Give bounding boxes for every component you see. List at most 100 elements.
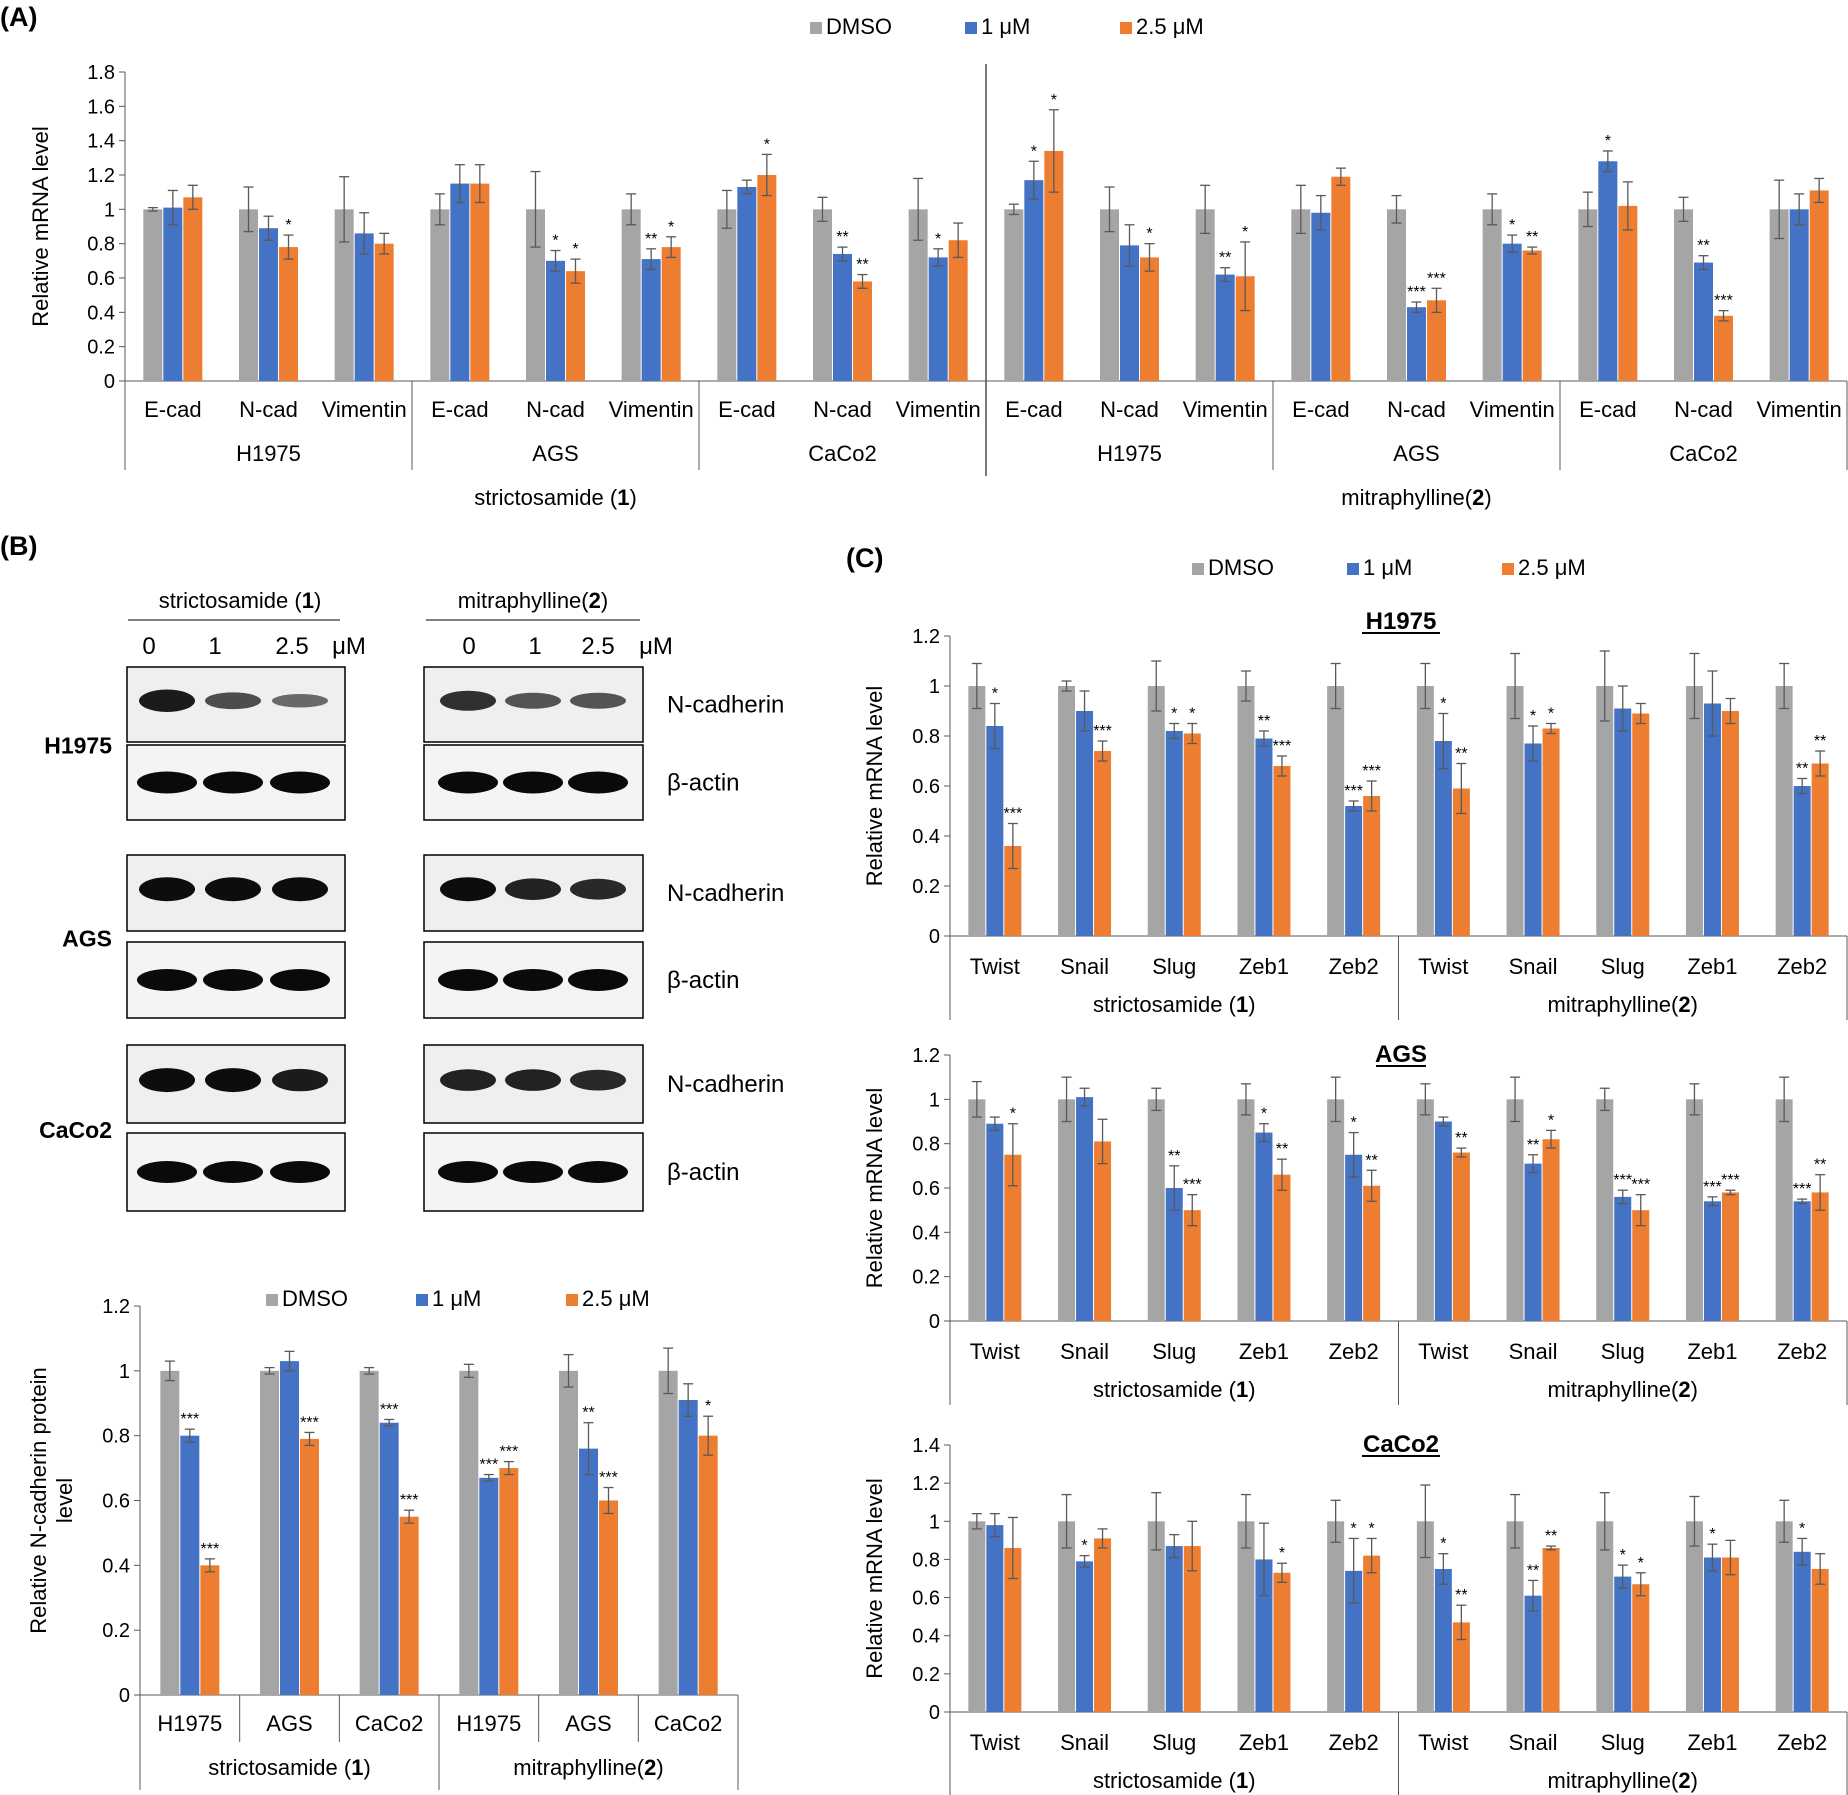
chart-A-gene-label: N-cad bbox=[1100, 397, 1159, 422]
chart-C-AGS-gene-label: Twist bbox=[1418, 1339, 1468, 1364]
chart-C-H1975-ylabel: Relative mRNA level bbox=[862, 686, 887, 887]
chart-C-AGS-significance: ** bbox=[1365, 1152, 1377, 1169]
chart-A-significance: ** bbox=[1526, 229, 1538, 246]
chart-A-gene-label: Vimentin bbox=[322, 397, 407, 422]
chart-C-H1975-gene-label: Snail bbox=[1509, 954, 1558, 979]
chart-C-H1975-ytick-label: 0 bbox=[929, 926, 940, 948]
chart-C-AGS-bar bbox=[1506, 1099, 1524, 1321]
chart-C-AGS-significance: ** bbox=[1276, 1141, 1288, 1158]
chart-A-gene-label: E-cad bbox=[144, 397, 201, 422]
chart-A-bar bbox=[1311, 212, 1331, 381]
chart-A-bar bbox=[1694, 262, 1713, 381]
chart-A-bar bbox=[1578, 209, 1598, 381]
legend-A-label-1: 1 μM bbox=[981, 14, 1030, 39]
chart-A-significance: * bbox=[285, 217, 291, 234]
chart-C-CaCo2-significance: * bbox=[1709, 1526, 1715, 1543]
chart-C-H1975-gene-label: Slug bbox=[1601, 954, 1645, 979]
chart-A-bar bbox=[853, 281, 872, 381]
chart-C-AGS-ytick-label: 0.4 bbox=[912, 1222, 940, 1244]
chart-A-significance: * bbox=[572, 241, 578, 258]
chart-C-CaCo2-gene-label: Snail bbox=[1060, 1730, 1109, 1755]
chart-A-bar bbox=[1618, 205, 1638, 381]
chart-C-H1975-bar bbox=[1058, 686, 1076, 936]
chart-A-bar bbox=[354, 233, 374, 381]
chart-A-significance: * bbox=[1051, 92, 1057, 109]
chart-C-H1975-ytick-label: 1.2 bbox=[912, 626, 940, 648]
blot-band-label: N-cadherin bbox=[667, 880, 784, 907]
chart-A-significance: ** bbox=[1219, 250, 1231, 267]
chart-A-significance: ** bbox=[1697, 238, 1709, 255]
chart-B-ytick-label: 0.2 bbox=[102, 1620, 130, 1642]
chart-A-bar bbox=[279, 247, 298, 381]
chart-A-gene-label: Vimentin bbox=[1757, 397, 1842, 422]
chart-C-CaCo2-significance: * bbox=[1638, 1555, 1644, 1572]
chart-C-H1975-bar bbox=[1703, 703, 1721, 936]
chart-C-CaCo2-bar bbox=[1811, 1568, 1829, 1712]
chart-B-significance: *** bbox=[200, 1541, 219, 1558]
chart-C-CaCo2-bar bbox=[1506, 1521, 1524, 1712]
chart-A-gene-label: N-cad bbox=[1387, 397, 1446, 422]
chart-C-AGS-gene-label: Twist bbox=[970, 1339, 1020, 1364]
blot-band-beta-actin bbox=[503, 771, 563, 794]
chart-B-bar bbox=[200, 1565, 220, 1695]
chart-A-ytick-label: 0.8 bbox=[87, 234, 115, 256]
blot-band-label: N-cadherin bbox=[667, 692, 784, 719]
chart-C-CaCo2-bar bbox=[1703, 1557, 1721, 1712]
chart-B-bar bbox=[658, 1370, 678, 1695]
chart-C-AGS-bar bbox=[1183, 1210, 1201, 1321]
blot-band-n-cadherin bbox=[139, 1068, 195, 1093]
chart-A-significance: * bbox=[1605, 133, 1611, 150]
chart-A-gene-label: Vimentin bbox=[1470, 397, 1555, 422]
chart-A-significance: ** bbox=[836, 229, 848, 246]
chart-A-compound-label: mitraphylline(2) bbox=[1341, 485, 1491, 510]
chart-C-H1975-gene-label: Twist bbox=[1418, 954, 1468, 979]
chart-C-CaCo2-bar bbox=[1434, 1568, 1452, 1712]
chart-C-CaCo2-gene-label: Slug bbox=[1601, 1730, 1645, 1755]
chart-C-H1975-bar bbox=[1685, 686, 1703, 936]
blot-band-beta-actin bbox=[270, 1161, 330, 1183]
chart-C-AGS-bar bbox=[1058, 1099, 1076, 1321]
chart-C-H1975-bar bbox=[968, 686, 986, 936]
chart-B-bar bbox=[379, 1422, 399, 1695]
chart-C-H1975-significance: ** bbox=[1814, 733, 1826, 750]
chart-B-bar bbox=[479, 1477, 499, 1695]
chart-C-AGS-bar bbox=[1363, 1185, 1381, 1321]
chart-C-H1975-title: H1975 bbox=[1366, 608, 1437, 635]
chart-C-AGS-ytick-label: 1.2 bbox=[912, 1045, 940, 1067]
legend-C-label-0: DMSO bbox=[1208, 555, 1274, 580]
chart-A-bar bbox=[143, 209, 163, 381]
chart-C-AGS-bar bbox=[1273, 1174, 1291, 1321]
chart-C-CaCo2-compound-label: strictosamide (1) bbox=[1093, 1768, 1256, 1793]
chart-A-ylabel: Relative mRNA level bbox=[28, 126, 53, 327]
chart-A-cell-label: AGS bbox=[532, 441, 578, 466]
chart-C-CaCo2-significance: ** bbox=[1527, 1562, 1539, 1579]
legend-B-label-2: 2.5 μM bbox=[582, 1286, 650, 1311]
chart-C-H1975-bar bbox=[1363, 796, 1381, 936]
chart-A-significance: ** bbox=[856, 257, 868, 274]
blot-band-beta-actin bbox=[568, 771, 628, 794]
chart-C-AGS-bar bbox=[1632, 1210, 1650, 1321]
chart-C-CaCo2-bar bbox=[1596, 1521, 1614, 1712]
chart-C-H1975-ytick-label: 0.2 bbox=[912, 876, 940, 898]
legend-A-swatch-0 bbox=[810, 22, 822, 34]
chart-C-H1975-significance: *** bbox=[1093, 723, 1112, 740]
chart-C-H1975-bar bbox=[1237, 686, 1255, 936]
panel-label-C: (C) bbox=[846, 543, 883, 573]
chart-C-AGS-bar bbox=[1596, 1099, 1614, 1321]
chart-A-bar bbox=[1004, 209, 1024, 381]
chart-B-ylabel: level bbox=[52, 1478, 77, 1523]
chart-C-CaCo2-bar bbox=[1685, 1521, 1703, 1712]
chart-B-significance: *** bbox=[300, 1414, 319, 1431]
chart-A-bar bbox=[1714, 315, 1733, 381]
blot-band-beta-actin bbox=[438, 771, 498, 794]
blot-band-label: β-actin bbox=[667, 770, 740, 797]
chart-A-significance: ** bbox=[645, 231, 657, 248]
legend-C-label-2: 2.5 μM bbox=[1518, 555, 1586, 580]
blot-dose-label: 2.5 bbox=[275, 633, 308, 660]
chart-C-H1975-bar bbox=[1434, 741, 1452, 936]
legend-C-swatch-0 bbox=[1192, 563, 1204, 575]
chart-C-AGS-bar bbox=[1147, 1099, 1165, 1321]
chart-A-significance: *** bbox=[1714, 293, 1733, 310]
chart-C-CaCo2-bar bbox=[1237, 1521, 1255, 1712]
